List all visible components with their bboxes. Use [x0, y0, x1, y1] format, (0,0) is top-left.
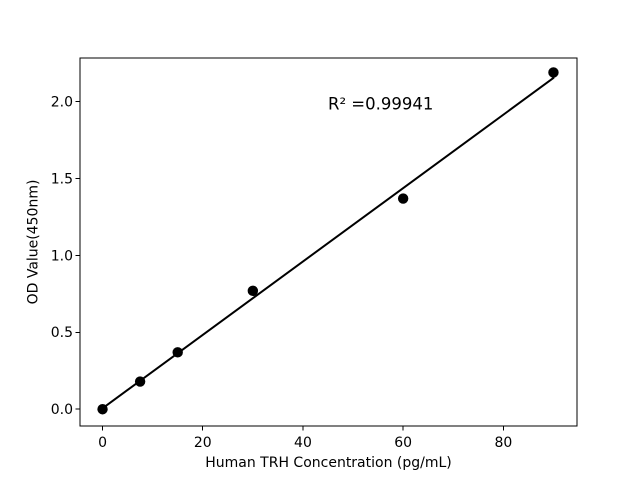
y-tick-label: 2.0	[51, 94, 73, 110]
y-tick-label: 1.5	[51, 171, 73, 187]
data-point	[134, 376, 146, 387]
data-point	[97, 404, 108, 415]
y-tick-label: 1.0	[51, 248, 73, 264]
data-series	[97, 67, 559, 415]
x-axis-label: Human TRH Concentration (pg/mL)	[205, 455, 452, 471]
x-axis-ticks: 0 20 40 60 80	[98, 426, 512, 451]
data-point	[247, 285, 259, 297]
data-point	[172, 347, 183, 358]
x-tick-label: 20	[194, 435, 212, 451]
data-point	[548, 67, 559, 78]
x-tick-label: 40	[294, 435, 312, 451]
axes-spines	[79, 57, 578, 427]
x-tick-label: 80	[494, 435, 512, 451]
fit-line	[101, 76, 555, 410]
x-tick-label: 0	[98, 435, 107, 451]
y-tick-label: 0.5	[51, 325, 73, 341]
data-point	[397, 193, 409, 204]
y-axis-ticks: 0.0 0.5 1.0 1.5 2.0	[51, 94, 80, 418]
plot-border	[79, 57, 578, 427]
y-axis-label: OD Value(450nm)	[26, 180, 42, 305]
y-tick-label: 0.0	[51, 402, 73, 418]
x-tick-label: 60	[394, 435, 412, 451]
r-squared-annotation: R² =0.99941	[328, 94, 433, 113]
